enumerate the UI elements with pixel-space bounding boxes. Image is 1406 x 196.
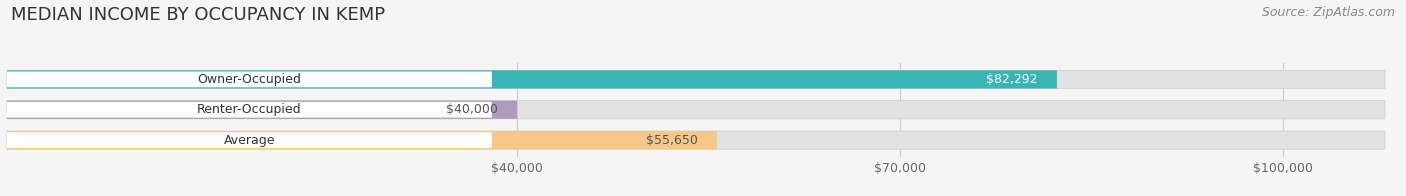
FancyBboxPatch shape xyxy=(7,70,1385,89)
FancyBboxPatch shape xyxy=(7,102,492,118)
Text: Owner-Occupied: Owner-Occupied xyxy=(197,73,301,86)
FancyBboxPatch shape xyxy=(7,131,717,149)
Text: MEDIAN INCOME BY OCCUPANCY IN KEMP: MEDIAN INCOME BY OCCUPANCY IN KEMP xyxy=(11,6,385,24)
FancyBboxPatch shape xyxy=(7,101,517,119)
FancyBboxPatch shape xyxy=(7,70,1057,89)
FancyBboxPatch shape xyxy=(7,131,1385,149)
Text: $40,000: $40,000 xyxy=(446,103,498,116)
Text: $82,292: $82,292 xyxy=(986,73,1038,86)
FancyBboxPatch shape xyxy=(7,132,492,148)
Text: Average: Average xyxy=(224,134,276,147)
FancyBboxPatch shape xyxy=(7,72,492,87)
FancyBboxPatch shape xyxy=(7,101,1385,119)
Text: Renter-Occupied: Renter-Occupied xyxy=(197,103,302,116)
Text: Source: ZipAtlas.com: Source: ZipAtlas.com xyxy=(1261,6,1395,19)
Text: $55,650: $55,650 xyxy=(645,134,697,147)
